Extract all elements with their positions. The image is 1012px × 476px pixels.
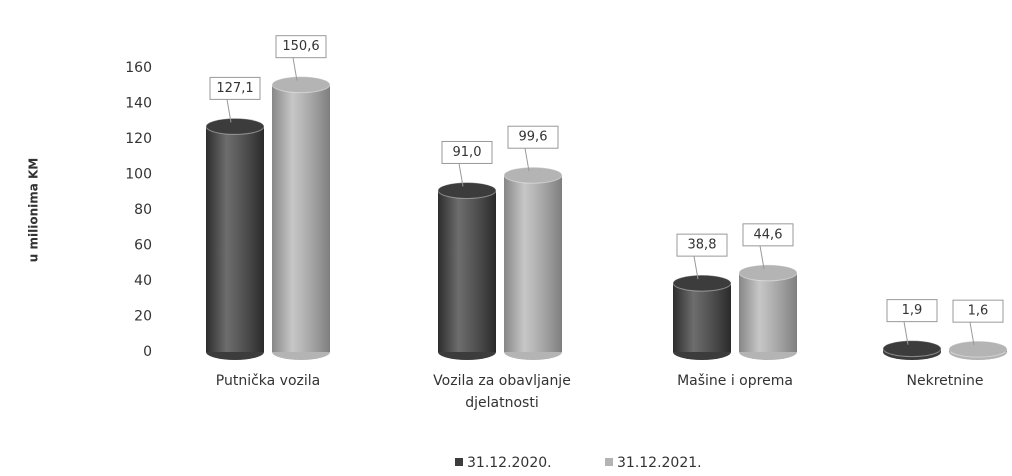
bar: [437, 181, 497, 360]
y-tick-label: 20: [134, 309, 152, 325]
bar-shade: [673, 283, 731, 352]
bar: [948, 340, 1008, 360]
bar-top: [672, 274, 732, 292]
label-pointer: [226, 99, 232, 123]
legend-swatch: [455, 458, 463, 466]
bar-shade: [739, 272, 797, 352]
y-tick-label: 0: [143, 344, 152, 360]
label-pointer: [524, 148, 530, 172]
data-label: 150,6: [282, 39, 319, 54]
data-label: 127,1: [216, 81, 253, 96]
bar-top: [205, 117, 265, 135]
label-box: [742, 223, 794, 247]
bar-shade: [272, 84, 330, 352]
bar-top: [738, 264, 798, 282]
data-label: 99,6: [519, 130, 548, 145]
legend-swatch: [605, 458, 613, 466]
bar-shade: [504, 175, 562, 352]
bar-top: [437, 181, 497, 199]
y-tick-label: 120: [125, 131, 152, 147]
legend-label: 31.12.2021.: [617, 455, 702, 471]
label-pointer: [759, 245, 765, 269]
y-axis-label: u milionima KM: [27, 158, 41, 262]
bar-top: [271, 76, 331, 94]
y-tick-label: 100: [125, 167, 152, 183]
bar-top: [948, 340, 1008, 358]
label-pointer: [903, 321, 909, 345]
x-tick-label: Mašine i oprema: [677, 373, 793, 389]
bar-top: [882, 340, 942, 358]
y-tick-label: 80: [134, 202, 152, 218]
label-box: [441, 140, 493, 164]
x-tick-label: Nekretnine: [906, 373, 984, 389]
bar-shade: [438, 190, 496, 352]
bar: [271, 76, 331, 360]
bar: [205, 117, 265, 360]
x-tick-label: Putnička vozila: [215, 373, 321, 389]
label-box: [676, 233, 728, 257]
bar: [738, 264, 798, 360]
label-box: [209, 76, 261, 100]
bar: [882, 340, 942, 360]
label-pointer: [458, 163, 464, 187]
bar: [503, 166, 563, 360]
bar: [672, 274, 732, 360]
label-box: [886, 299, 938, 323]
label-box: [507, 125, 559, 149]
label-box: [275, 35, 327, 59]
y-tick-label: 160: [125, 60, 152, 76]
bar-shade: [206, 126, 264, 353]
y-tick-label: 40: [134, 273, 152, 289]
label-pointer: [969, 322, 975, 346]
data-label: 44,6: [754, 227, 783, 242]
data-label: 1,6: [968, 304, 989, 319]
label-box: [952, 299, 1004, 323]
label-pointer: [292, 57, 298, 81]
data-label: 91,0: [453, 145, 482, 160]
y-tick-label: 140: [125, 96, 152, 112]
data-label: 38,8: [688, 238, 717, 253]
data-label: 1,9: [902, 303, 923, 318]
legend-label: 31.12.2020.: [467, 455, 552, 471]
x-tick-label: Vozila za obavljanje djelatnosti: [433, 373, 571, 411]
bar-top: [503, 166, 563, 184]
y-tick-label: 60: [134, 238, 152, 254]
label-pointer: [693, 256, 699, 280]
